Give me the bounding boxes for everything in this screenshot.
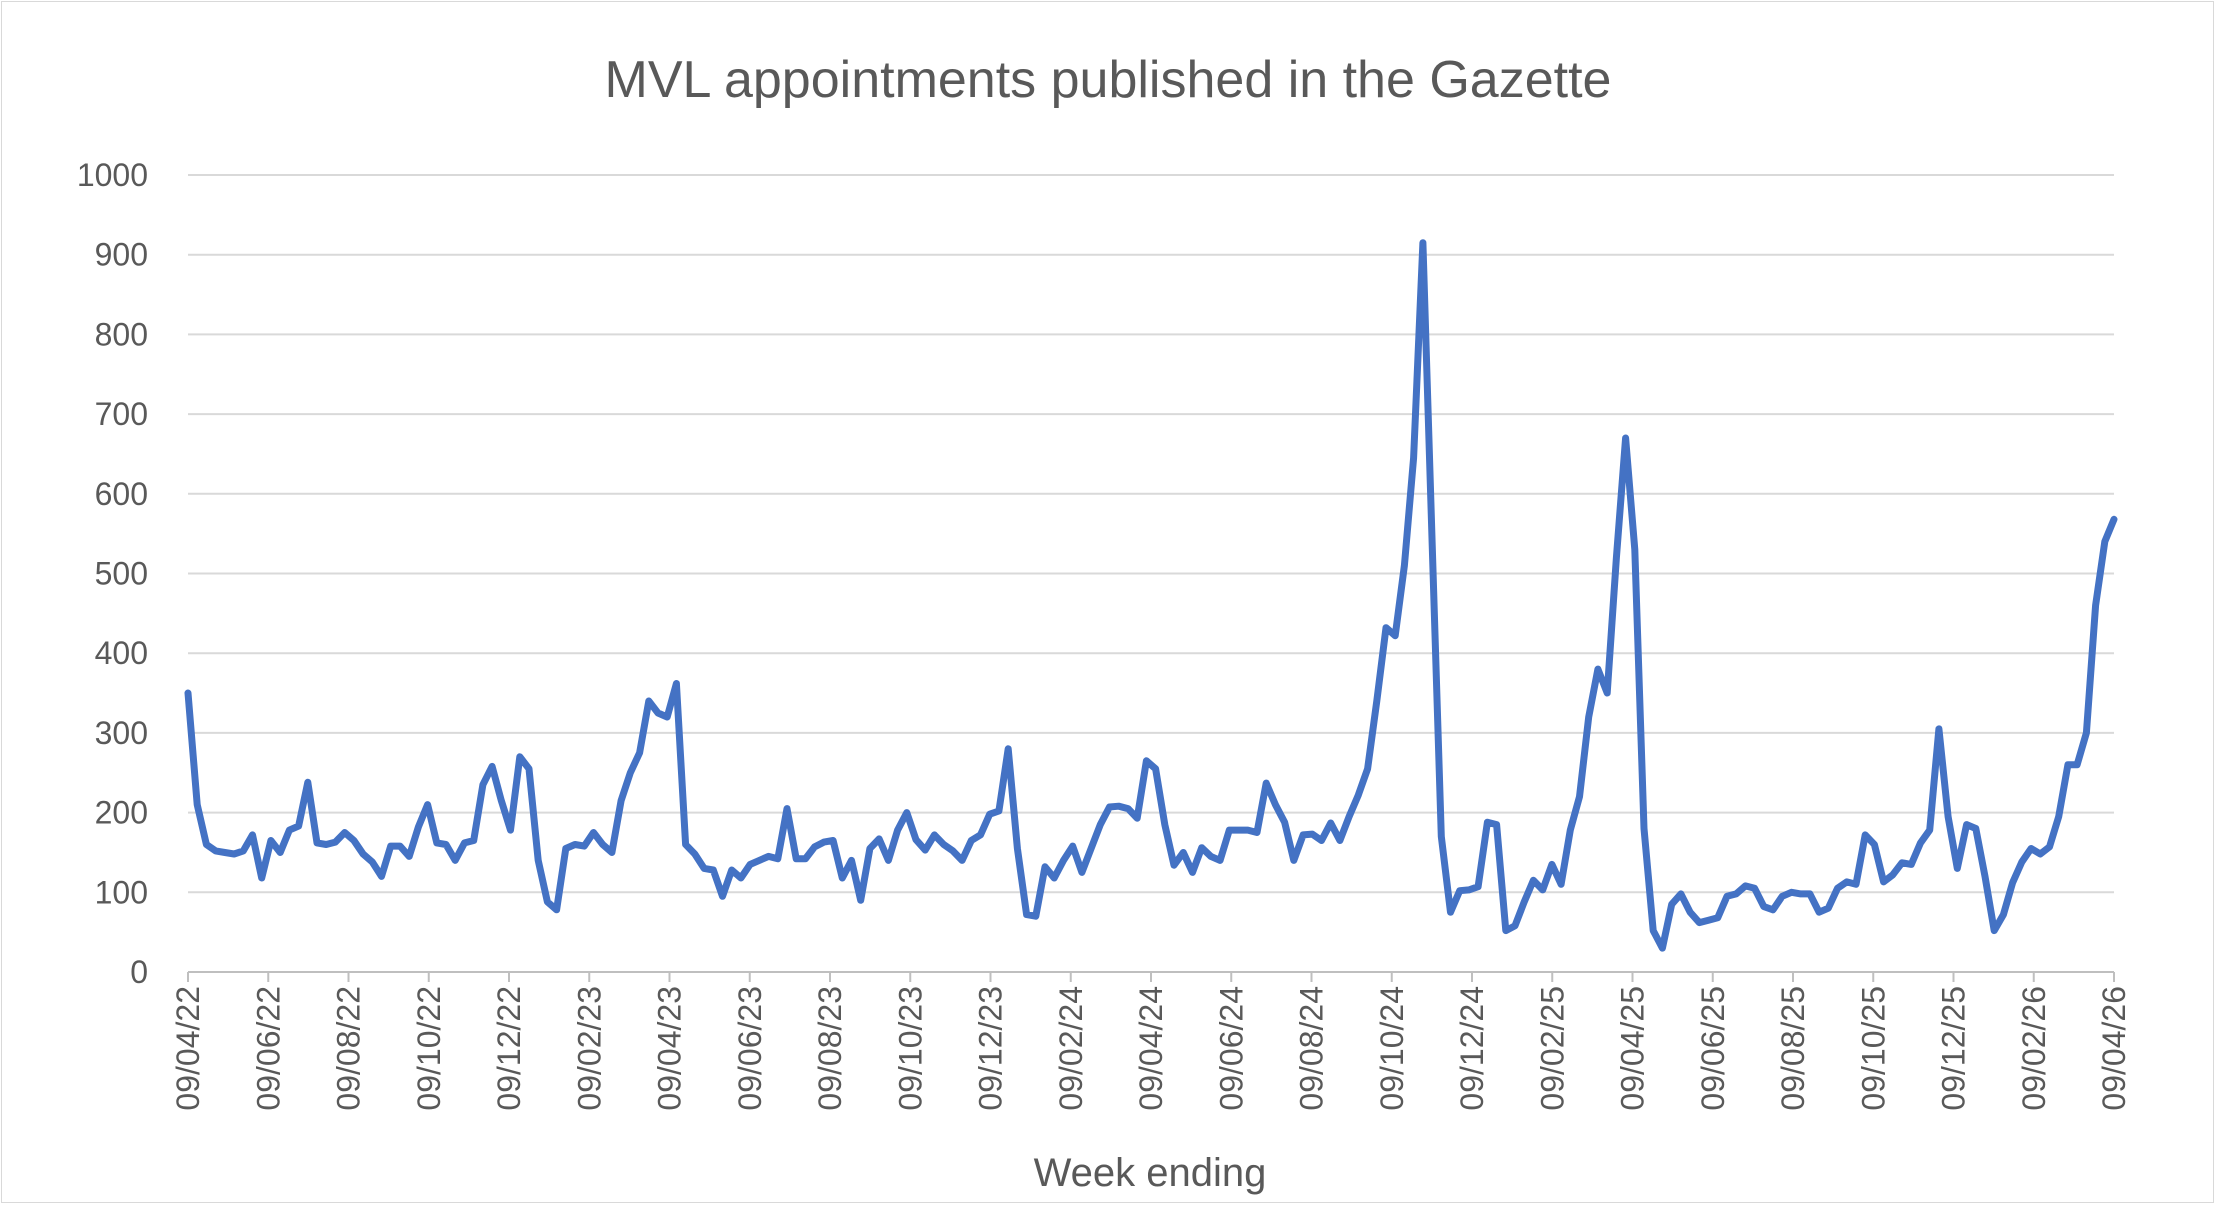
- y-tick-label: 300: [95, 715, 148, 751]
- y-axis-ticks: 0 100 200 300 400 500 600 700 800 900 1000: [77, 157, 148, 990]
- x-tick-label: 09/04/24: [1133, 986, 1169, 1111]
- y-tick-label: 1000: [77, 157, 148, 193]
- x-tick-label: 09/06/24: [1213, 986, 1249, 1111]
- y-tick-label: 400: [95, 635, 148, 671]
- y-tick-label: 800: [95, 316, 148, 352]
- x-tick-label: 09/12/22: [491, 986, 527, 1111]
- x-tick-label: 09/06/25: [1695, 986, 1731, 1111]
- x-tick-label: 09/02/26: [2016, 986, 2052, 1111]
- x-tick-label: 09/06/23: [732, 986, 768, 1111]
- x-axis: 09/04/22 09/06/22 09/08/22 09/10/22 09/12/22…: [170, 972, 2132, 1111]
- x-tick-label: 09/08/22: [331, 986, 367, 1111]
- y-tick-label: 200: [95, 795, 148, 831]
- x-tick-label: 09/08/25: [1775, 986, 1811, 1111]
- x-tick-label: 09/06/22: [250, 986, 286, 1111]
- series-line-0: [184, 239, 2118, 952]
- series-group: [184, 239, 2118, 952]
- x-tick-label: 09/04/26: [2096, 986, 2132, 1111]
- x-tick-label: 09/10/22: [411, 986, 447, 1111]
- x-tick-label: 09/12/23: [973, 986, 1009, 1111]
- x-tick-label: 09/04/23: [652, 986, 688, 1111]
- x-tick-label: 09/02/23: [571, 986, 607, 1111]
- x-tick-label: 09/10/25: [1855, 986, 1891, 1111]
- y-tick-label: 500: [95, 556, 148, 592]
- x-tick-label: 09/04/22: [170, 986, 206, 1111]
- y-tick-label: 100: [95, 874, 148, 910]
- x-tick-label: 09/12/25: [1936, 986, 1972, 1111]
- x-tick-label: 09/12/24: [1454, 986, 1490, 1111]
- x-tick-label: 09/08/24: [1294, 986, 1330, 1111]
- x-tick-label: 09/02/25: [1534, 986, 1570, 1111]
- x-tick-label: 09/10/24: [1374, 986, 1410, 1111]
- y-tick-label: 900: [95, 237, 148, 273]
- x-tick-label: 09/10/23: [892, 986, 928, 1111]
- x-axis-label: Week ending: [1034, 1151, 1267, 1195]
- y-tick-label: 700: [95, 396, 148, 432]
- x-tick-label: 09/08/23: [812, 986, 848, 1111]
- x-tick-label: 09/04/25: [1615, 986, 1651, 1111]
- gridlines: [188, 174, 2114, 973]
- x-tick-label: 09/02/24: [1053, 986, 1089, 1111]
- chart-title: MVL appointments published in the Gazett…: [605, 51, 1612, 109]
- y-tick-label: 600: [95, 476, 148, 512]
- y-tick-label: 0: [130, 954, 148, 990]
